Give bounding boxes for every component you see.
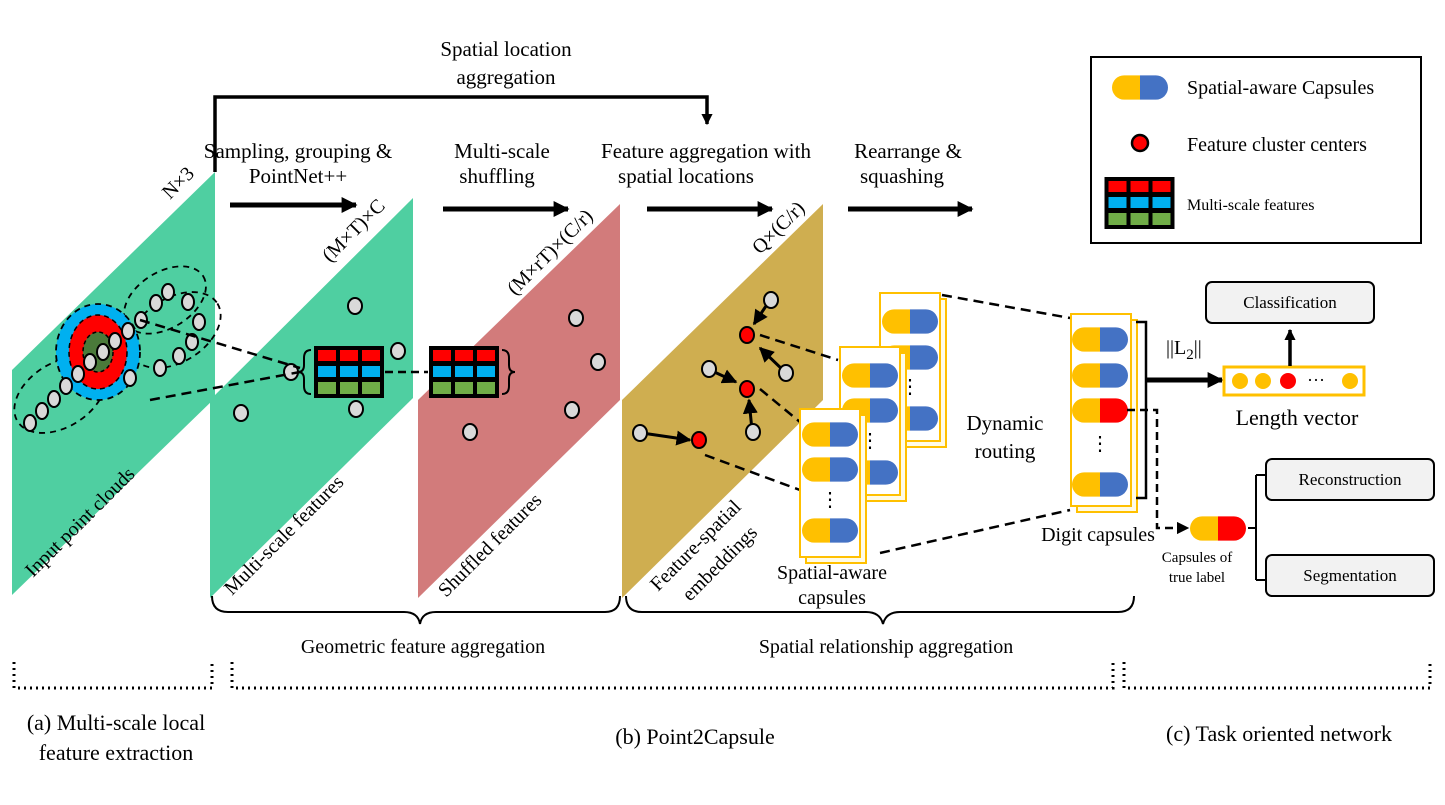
classification-box: Classification xyxy=(1205,281,1375,324)
multiscale-plane xyxy=(210,198,413,598)
zoom-line-upper xyxy=(139,318,301,370)
spatial-capsules-label-1: Spatial-aware xyxy=(777,562,887,584)
legend-capsule-icon xyxy=(1112,75,1168,100)
brace-left-grid xyxy=(297,349,312,395)
shuffling-label-2: shuffling xyxy=(459,164,535,188)
capsule-stack-front: ⋮ xyxy=(799,408,867,564)
section-brackets xyxy=(12,662,1432,690)
legend-multiscale-icon xyxy=(1104,177,1175,229)
multiscale-grid-icon xyxy=(314,346,384,398)
reconstruction-box: Reconstruction xyxy=(1265,458,1435,501)
spatial-location-label-1: Spatial location xyxy=(440,37,572,61)
shuffling-label-1: Multi-scale xyxy=(454,139,550,163)
spatial-location-arrow xyxy=(213,95,713,172)
section-c-label: (c) Task oriented network xyxy=(1166,721,1392,746)
brace-spatial xyxy=(625,595,1135,625)
embedding-points xyxy=(632,291,794,442)
length-vector: ··· xyxy=(1222,365,1366,397)
legend-centers-label: Feature cluster centers xyxy=(1187,134,1367,156)
true-label-label-1: Capsules of xyxy=(1162,550,1232,566)
svg-text:Segmentation: Segmentation xyxy=(1303,566,1397,585)
embeddings-plane xyxy=(622,204,823,598)
true-label-label-2: true label xyxy=(1169,570,1225,586)
rearrange-label-2: squashing xyxy=(860,164,945,188)
true-label-route xyxy=(1127,408,1190,535)
svg-text:Reconstruction: Reconstruction xyxy=(1299,470,1402,489)
length-vector-ellipsis: ··· xyxy=(1307,370,1325,390)
input-point-cloud xyxy=(13,265,222,434)
true-label-capsule xyxy=(1072,398,1128,423)
svg-text:⋮: ⋮ xyxy=(820,489,840,511)
capsule-stack-middle: ⋮ xyxy=(839,346,907,502)
section-a-label-1: (a) Multi-scale local xyxy=(27,710,205,735)
routing-line-bottom xyxy=(879,508,1071,555)
aggregation-label-1: Feature aggregation with xyxy=(601,139,811,163)
sampling-label-2: PointNet++ xyxy=(249,164,347,188)
legend-center-icon xyxy=(1130,133,1150,153)
dynamic-routing-label-2: routing xyxy=(975,439,1036,463)
section-a-label-2: feature extraction xyxy=(39,740,194,765)
spatial-location-label-2: aggregation xyxy=(456,65,556,89)
routing-line-top xyxy=(941,293,1071,320)
legend-multiscale-label: Multi-scale features xyxy=(1187,197,1315,214)
true-label-capsule-icon xyxy=(1190,516,1246,541)
shuffled-plane xyxy=(418,204,620,598)
length-vector-label: Length vector xyxy=(1236,405,1359,430)
brace-geometric xyxy=(211,595,621,625)
brace-right-grid xyxy=(501,349,516,395)
geometric-aggregation-label: Geometric feature aggregation xyxy=(301,636,545,658)
aggregation-label-2: spatial locations xyxy=(618,164,754,188)
digit-capsules-label: Digit capsules xyxy=(1041,524,1155,546)
legend-capsules-label: Spatial-aware Capsules xyxy=(1187,77,1374,99)
segmentation-box: Segmentation xyxy=(1265,554,1435,597)
shuffled-points xyxy=(462,309,606,441)
dynamic-routing-label-1: Dynamic xyxy=(967,411,1044,435)
multiscale-points xyxy=(233,297,406,422)
zoom-line-lower xyxy=(149,370,301,402)
spatial-aggregation-label: Spatial relationship aggregation xyxy=(759,636,1013,658)
embedding-to-capsule-lines xyxy=(704,333,839,492)
digit-capsules: ⋮ xyxy=(1070,313,1138,513)
spatial-capsules-label-2: capsules xyxy=(798,587,866,609)
svg-text:⋮: ⋮ xyxy=(1090,433,1110,455)
cluster-center-points xyxy=(691,326,755,449)
sampling-label-1: Sampling, grouping & xyxy=(204,139,392,163)
task-branch xyxy=(1248,474,1266,581)
norm-label: ||L2|| xyxy=(1166,337,1202,363)
legend: Spatial-aware Capsules Feature cluster c… xyxy=(1090,56,1422,244)
shuffled-grid-icon xyxy=(429,346,499,398)
svg-text:Classification: Classification xyxy=(1243,293,1337,312)
rearrange-label-1: Rearrange & xyxy=(854,139,962,163)
section-b-label: (b) Point2Capsule xyxy=(615,724,775,749)
